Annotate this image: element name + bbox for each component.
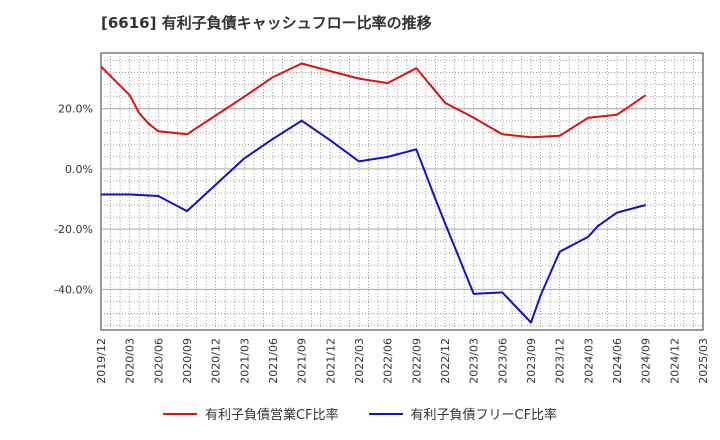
legend-swatch-free-cf bbox=[368, 412, 403, 415]
x-tick-label: 2023/12 bbox=[554, 338, 567, 384]
plot-area bbox=[100, 52, 704, 331]
y-tick-label: 20.0% bbox=[58, 103, 93, 116]
x-tick-label: 2021/09 bbox=[296, 338, 309, 384]
x-tick-label: 2020/03 bbox=[124, 338, 137, 384]
x-tick-label: 2022/12 bbox=[439, 338, 452, 384]
x-tick-label: 2020/12 bbox=[210, 338, 223, 384]
legend-label-free-cf: 有利子負債フリーCF比率 bbox=[410, 408, 558, 423]
series-line-1 bbox=[101, 119, 646, 324]
x-tick-label: 2019/12 bbox=[95, 338, 108, 384]
x-tick-label: 2023/09 bbox=[525, 338, 538, 384]
x-tick-label: 2021/03 bbox=[238, 338, 251, 384]
x-tick-label: 2023/06 bbox=[496, 338, 509, 384]
x-tick-label: 2024/12 bbox=[668, 338, 681, 384]
x-tick-label: 2024/03 bbox=[582, 338, 595, 384]
x-tick-label: 2022/03 bbox=[353, 338, 366, 384]
legend-item-free-cf: 有利子負債フリーCF比率 bbox=[368, 404, 558, 423]
y-tick-label: 0.0% bbox=[65, 163, 93, 176]
x-tick-label: 2025/03 bbox=[697, 338, 710, 384]
legend: 有利子負債営業CF比率 有利子負債フリーCF比率 bbox=[0, 404, 720, 423]
legend-label-operating-cf: 有利子負債営業CF比率 bbox=[204, 408, 339, 423]
x-tick-label: 2020/09 bbox=[181, 338, 194, 384]
x-tick-label: 2023/03 bbox=[468, 338, 481, 384]
x-tick-label: 2024/09 bbox=[640, 338, 653, 384]
grid-lines bbox=[101, 53, 703, 330]
x-tick-label: 2022/06 bbox=[382, 338, 395, 384]
y-tick-label: -20.0% bbox=[54, 223, 93, 236]
x-tick-label: 2022/09 bbox=[410, 338, 423, 384]
y-axis-ticks: 20.0% 0.0% -20.0% -40.0% bbox=[54, 103, 93, 297]
series-lines bbox=[100, 62, 647, 324]
series-line-0 bbox=[100, 62, 647, 139]
chart-title: [6616] 有利子負債キャッシュフロー比率の推移 bbox=[101, 14, 432, 32]
x-tick-label: 2024/06 bbox=[611, 338, 624, 384]
x-tick-label: 2021/06 bbox=[267, 338, 280, 384]
legend-swatch-operating-cf bbox=[162, 412, 197, 415]
x-tick-label: 2021/12 bbox=[324, 338, 337, 384]
x-axis-ticks: 2019/12 2020/03 2020/06 2020/09 2020/12 2021/… bbox=[95, 338, 710, 384]
x-tick-label: 2020/06 bbox=[152, 338, 165, 384]
y-tick-label: -40.0% bbox=[54, 283, 93, 296]
legend-item-operating-cf: 有利子負債営業CF比率 bbox=[162, 404, 339, 423]
